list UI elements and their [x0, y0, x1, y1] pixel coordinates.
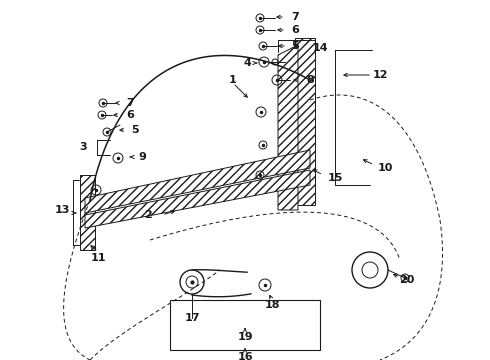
Text: 17: 17 [184, 313, 200, 323]
Text: 14: 14 [312, 43, 328, 53]
Text: 11: 11 [90, 253, 106, 263]
Text: 5: 5 [131, 125, 139, 135]
Text: 19: 19 [237, 332, 253, 342]
Polygon shape [85, 150, 310, 213]
Text: 7: 7 [126, 98, 134, 108]
Text: 7: 7 [291, 12, 299, 22]
Text: 5: 5 [291, 41, 299, 51]
Text: 9: 9 [138, 152, 146, 162]
Text: 2: 2 [144, 210, 152, 220]
Text: 15: 15 [327, 173, 343, 183]
Text: 3: 3 [79, 142, 87, 152]
Polygon shape [80, 175, 95, 250]
Text: 16: 16 [237, 352, 253, 360]
Polygon shape [85, 170, 310, 228]
Text: 13: 13 [54, 205, 70, 215]
Text: 18: 18 [264, 300, 280, 310]
Text: 1: 1 [229, 75, 237, 85]
Text: 10: 10 [377, 163, 392, 173]
Polygon shape [295, 38, 315, 205]
Polygon shape [278, 45, 298, 210]
Text: 8: 8 [306, 75, 314, 85]
Text: 6: 6 [291, 25, 299, 35]
Text: 6: 6 [126, 110, 134, 120]
Bar [170, 300, 320, 350]
Text: 4: 4 [243, 58, 251, 68]
Text: 20: 20 [399, 275, 415, 285]
Text: 12: 12 [372, 70, 388, 80]
